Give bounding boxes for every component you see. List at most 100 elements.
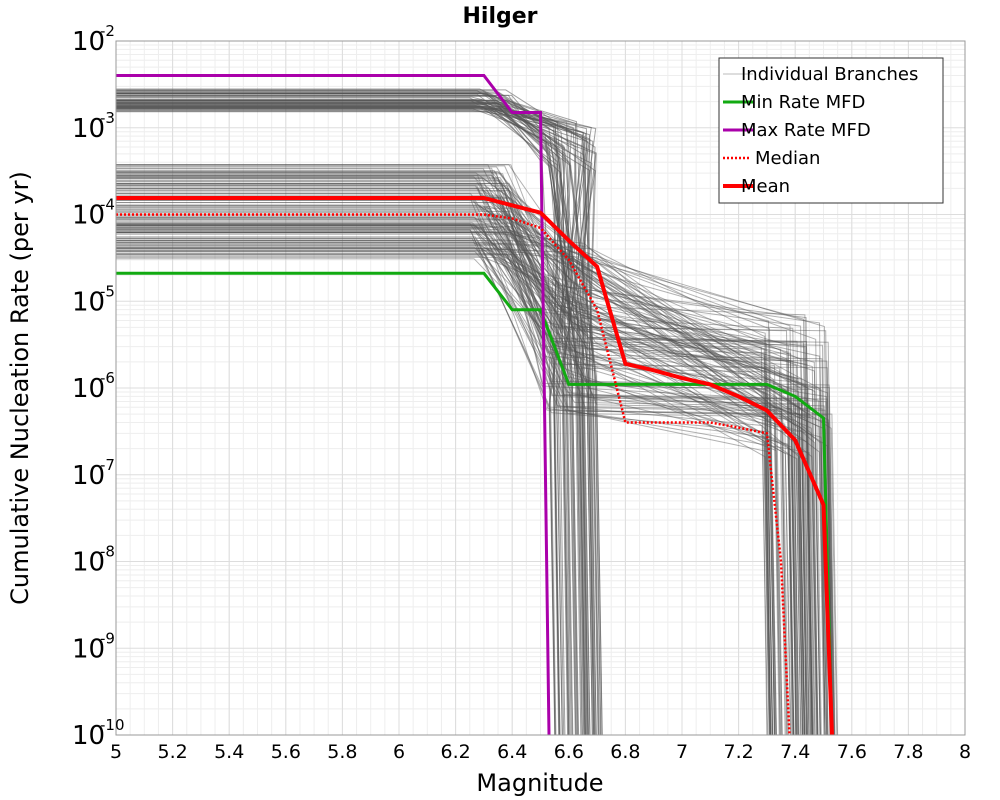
branch-line [116,245,806,736]
x-tick-label: 8 [959,741,971,763]
x-tick-label: 6.8 [610,741,640,763]
individual-branches [116,88,839,736]
branch-line [116,199,769,736]
branch-line [116,107,558,736]
branch-line [116,204,793,736]
branch-line [116,224,797,736]
y-tick-exponent: -10 [100,716,125,734]
y-tick-label: 10 [72,27,105,57]
branch-line [116,239,834,736]
branch-line [116,247,828,736]
y-tick-label: 10 [72,721,105,751]
branch-line [116,255,781,736]
branch-line [116,200,815,736]
branch-line [116,177,808,736]
branch-line [116,207,776,736]
x-tick-label: 6.6 [554,741,584,763]
y-tick-exponent: -2 [100,22,115,40]
y-axis-label: Cumulative Nucleation Rate (per yr) [6,171,34,605]
branch-line [116,197,834,736]
branch-line [116,165,799,736]
branch-line [116,199,805,736]
branch-line [116,253,797,736]
branch-line [116,227,835,736]
branch-line [116,222,812,736]
x-tick-label: 7 [676,741,688,763]
branch-line [116,222,826,736]
branch-line [116,199,821,736]
branch-line [116,237,833,736]
branch-line [116,105,597,736]
branch-line [116,179,819,736]
y-tick-exponent: -5 [100,282,115,300]
branch-line [116,229,813,736]
branch-line [116,209,807,736]
branch-line [116,178,770,736]
branch-line [116,253,770,736]
branch-line [116,164,819,736]
branch-line [116,209,835,736]
branch-line [116,242,795,736]
branch-line [116,184,818,736]
branch-line [116,246,795,736]
x-tick-label: 7.8 [893,741,923,763]
branch-line [116,196,813,736]
series-median [116,213,791,736]
branch-line [116,187,787,736]
branch-line [116,253,806,736]
branch-line [116,92,587,736]
x-tick-label: 6.4 [497,741,527,763]
y-tick-label: 10 [72,201,105,231]
branch-line [116,177,783,736]
branch-line [116,102,560,736]
branch-line [116,228,798,736]
branch-line [116,190,825,736]
branch-line [116,197,813,736]
branch-line [116,247,818,736]
branch-line [116,242,797,736]
y-tick-exponent: -3 [100,109,115,127]
branch-line [116,164,783,736]
branch-line [116,182,816,736]
branch-line [116,204,771,736]
branch-line [116,224,832,736]
x-tick-label: 7.4 [780,741,810,763]
branch-line [116,185,836,736]
y-tick-exponent: -8 [100,543,115,561]
branch-line [116,230,768,736]
branch-line [116,226,771,736]
y-tick-exponent: -9 [100,629,115,647]
branch-line [116,240,804,736]
y-tick-exponent: -7 [100,456,115,474]
y-tick-exponent: -6 [100,369,115,387]
branch-line [116,223,800,736]
branch-line [116,196,803,736]
branch-line [116,170,826,736]
branch-line [116,197,795,736]
x-tick-label: 5.6 [271,741,301,763]
branch-line [116,230,773,736]
branch-line [116,258,774,736]
branch-line [116,187,831,736]
branch-line [116,171,772,736]
branch-line [116,207,798,736]
branch-line [116,215,833,736]
branch-line [116,250,803,736]
y-tick-label: 10 [72,114,105,144]
x-tick-label: 7.6 [837,741,867,763]
branch-line [116,225,813,736]
branch-line [116,197,813,736]
legend-label: Mean [741,176,790,197]
branch-line [116,198,771,736]
branch-line [116,256,826,736]
branch-line [116,231,807,736]
branch-line [116,247,834,736]
branch-line [116,176,794,736]
branch-line [116,206,822,736]
branch-line [116,227,804,736]
branch-line [116,177,810,736]
x-tick-labels: 5 5.2 5.4 5.6 5.8 6 6.2 6.4 6.6 6.8 7 7.2 7.4 7.6 7.8 8 [110,741,971,763]
branch-line [116,225,780,736]
x-tick-label: 7.2 [723,741,753,763]
